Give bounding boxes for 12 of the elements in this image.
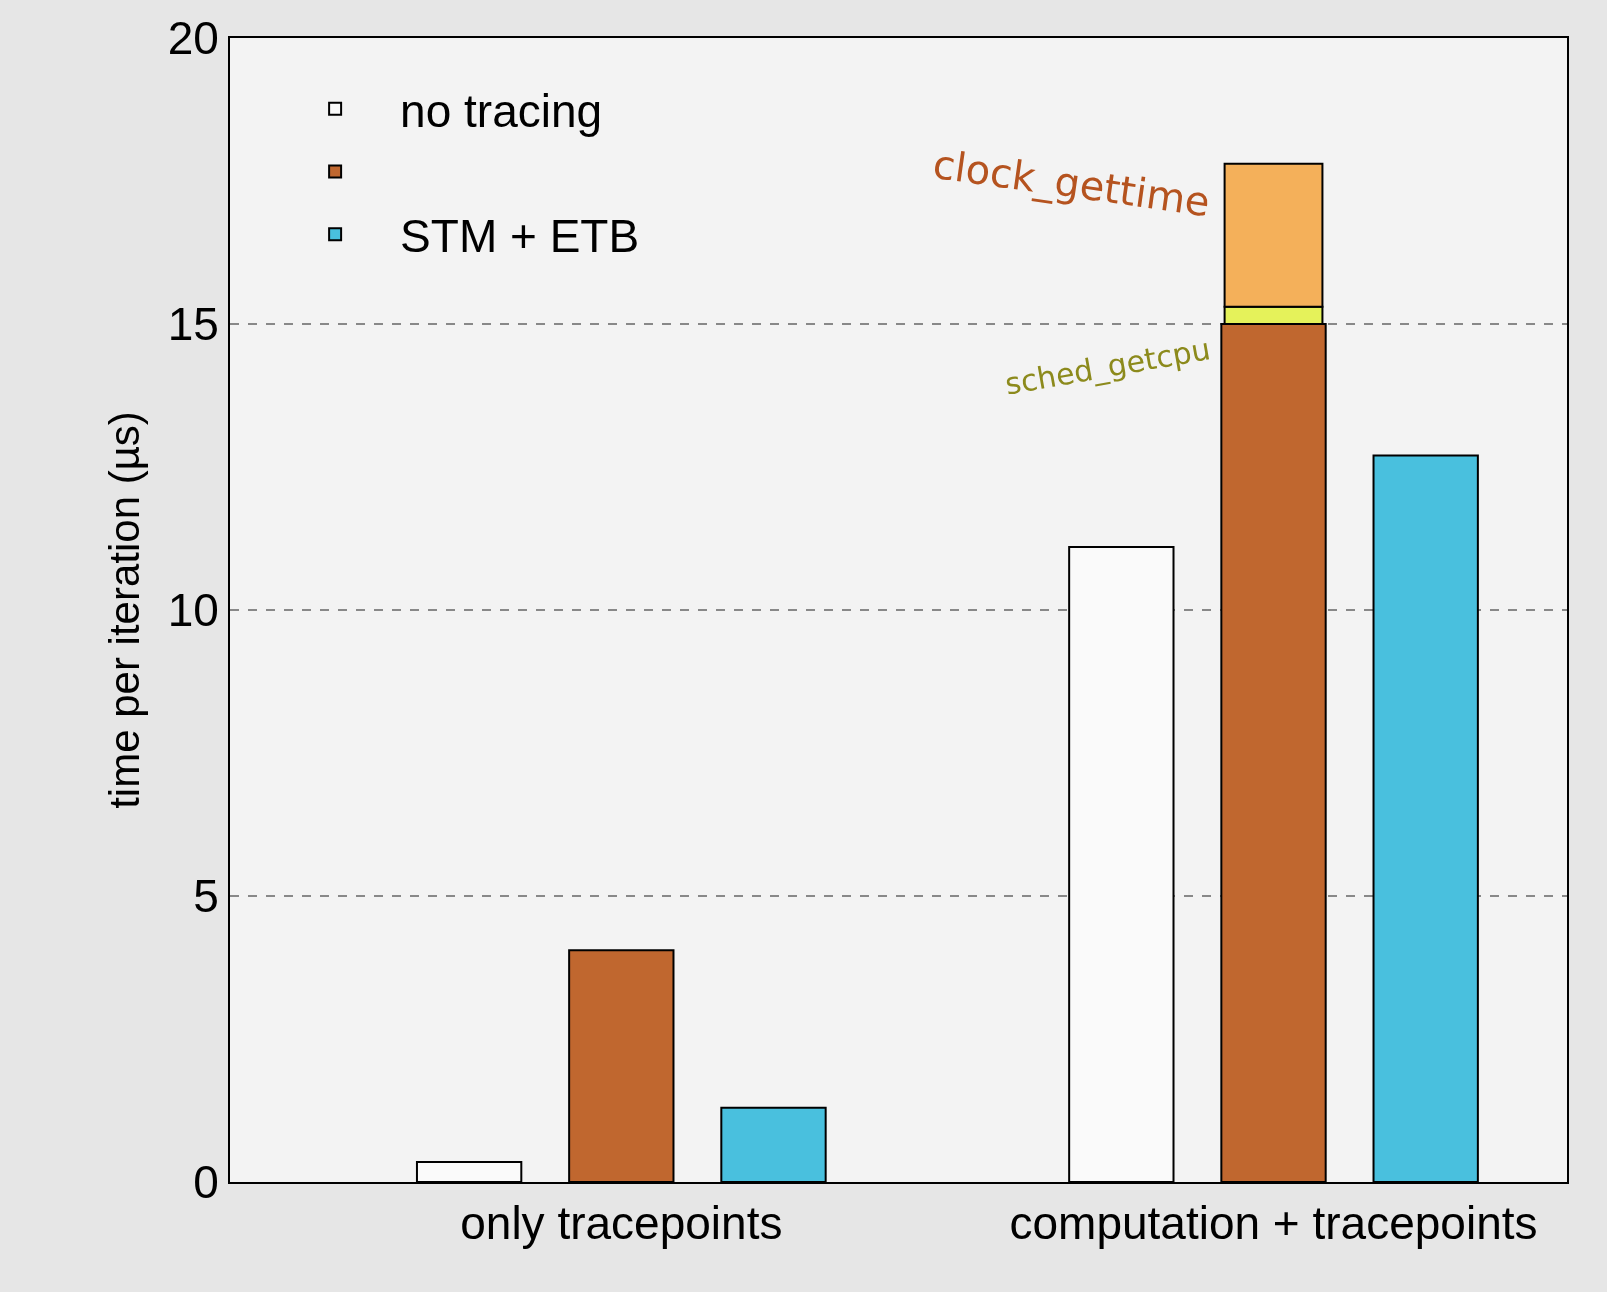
y-tick-label: 5 [193,870,219,923]
text: sched_getcpu [1002,331,1213,402]
legend-label: STM + ETB [400,210,640,263]
x-tick-label: only tracepoints [460,1197,783,1250]
text: clock_gettime [930,140,1213,227]
legend-label: no tracing [400,84,603,137]
x-tick-label: computation + tracepoints [1009,1197,1538,1250]
y-tick-label: 20 [167,12,219,65]
y-tick-label: 0 [193,1156,219,1209]
y-tick-label: 10 [167,584,219,637]
y-axis-title: time per iteration (µs) [100,411,148,809]
y-tick-label: 15 [167,298,219,351]
